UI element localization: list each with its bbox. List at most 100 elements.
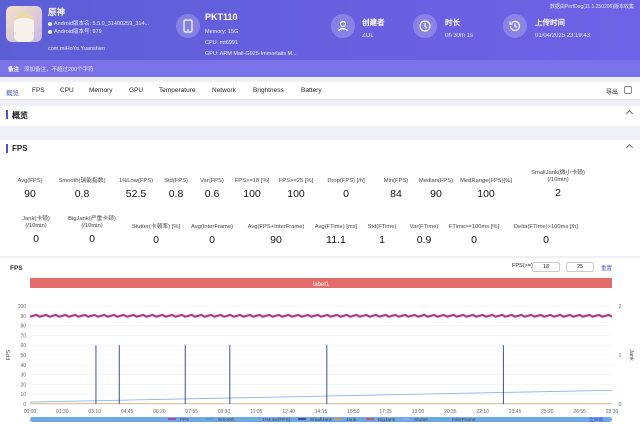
metric-value: 90: [430, 188, 442, 200]
reset-button[interactable]: 重置: [600, 266, 612, 272]
x-tick-label: 22:10: [476, 409, 489, 415]
metric-value: 11.1: [326, 234, 346, 246]
tab-brightness[interactable]: Brightness: [253, 87, 284, 94]
fps-range-to[interactable]: 25: [566, 262, 594, 272]
x-tick-label: 20:35: [444, 409, 457, 415]
tab-overview[interactable]: 概览: [6, 90, 19, 97]
app-version: Android版本名: 5.5.0_31400259_314...: [48, 19, 149, 27]
metric-label: Smooth(瑞能指数): [58, 178, 106, 184]
y-tick-label: 10: [20, 392, 26, 398]
phone-icon: [176, 14, 200, 38]
overview-accent: [6, 110, 8, 119]
tab-memory[interactable]: Memory: [89, 87, 113, 94]
device-title: PKT110: [205, 12, 238, 22]
y-tick-label: 80: [20, 324, 26, 330]
y-tick-label: 100: [18, 304, 27, 310]
app-logo: [6, 6, 42, 42]
label-band: [30, 278, 612, 288]
chevron-up-icon[interactable]: [625, 109, 634, 118]
metric-label: Drop(FPS) [/h]: [327, 178, 365, 184]
metric-label: FTime>=100ms [%]: [448, 224, 500, 230]
x-tick-label: 06:20: [153, 409, 166, 415]
fps-range-label: FPS(>=): [512, 263, 533, 269]
metric-value: 0.8: [168, 188, 184, 200]
clock-icon: [413, 14, 437, 38]
metric-1: BigJank(严重卡顿) (/10min) 0: [52, 216, 132, 245]
y-tick-label: 70: [20, 333, 26, 339]
metric-8: FTime>=100ms [%] 0: [434, 224, 514, 246]
metric-4: Avg(FPS+InterFrame) 90: [236, 224, 316, 246]
x-tick-label: 00:00: [24, 409, 37, 415]
metric-9: Median(FPS) 90: [396, 178, 476, 200]
tab-temperature[interactable]: Temperature: [159, 87, 196, 94]
metric-value: 0: [543, 234, 549, 246]
legend-item: Smooth: [218, 417, 235, 423]
y2-tick-label: 0: [619, 402, 622, 408]
fps-chart-panel: FPS FPS(>=) 18 25 重置 label1 100 90 80 70 60 50…: [0, 258, 640, 424]
y2-axis-label: Jank: [628, 349, 634, 361]
metric-0: Jank(卡顿) (/10min) 0: [0, 216, 76, 245]
metric-11: SmallJank(微小卡顿) (/10min) 2: [518, 170, 598, 199]
x-tick-label: 19:00: [412, 409, 425, 415]
metric-value: 90: [270, 234, 282, 246]
tab-battery[interactable]: Battery: [301, 87, 322, 94]
metric-3: Std(FPS) 0.8: [136, 178, 216, 200]
y-axis-label: FPS: [6, 349, 12, 360]
collector-note: 数据由PerfDog(11.1.250206)版本收集: [549, 4, 634, 10]
fps-accent: [6, 144, 8, 153]
metric-value: 100: [477, 188, 495, 200]
metric-value: 0: [343, 188, 349, 200]
metric-label: BigJank(严重卡顿) (/10min): [68, 216, 116, 229]
legend-item: BigJank: [378, 417, 396, 423]
chevron-up-icon[interactable]: [625, 143, 634, 152]
x-tick-label: 07:55: [185, 409, 198, 415]
tab-network[interactable]: Network: [212, 87, 236, 94]
x-tick-label: 09:30: [218, 409, 231, 415]
legend-item: Jank: [346, 417, 357, 423]
metric-label: FPS>=25 [%]: [278, 178, 314, 184]
metric-value: 0: [209, 234, 215, 246]
x-tick-label: 03:10: [88, 409, 101, 415]
metric-label: Avg(FPS): [17, 178, 43, 184]
y-tick-label: 50: [20, 353, 26, 359]
metric-0: Avg(FPS) 90: [0, 178, 70, 200]
metric-label: SmallJank(微小卡顿) (/10min): [531, 170, 585, 183]
metric-value: 0.9: [416, 234, 432, 246]
metric-label: Jank(卡顿) (/10min): [22, 216, 50, 229]
metric-3: Avg(InterFrame) 0: [172, 224, 252, 246]
y2-tick-label: 1: [619, 353, 622, 359]
upload-label: 上传时间: [535, 18, 565, 27]
fps-range-from[interactable]: 18: [532, 262, 560, 272]
metric-value: 90: [24, 188, 36, 200]
app-name: 原神: [48, 7, 66, 17]
tab-cpu[interactable]: CPU: [60, 87, 74, 94]
metric-2: 1%Low(FPS) 52.5: [96, 178, 176, 200]
x-tick-label: 01:30: [56, 409, 69, 415]
settings-icon[interactable]: [624, 86, 632, 94]
metric-value: 0: [471, 234, 477, 246]
metric-10: MedRange(FPS)[%] 100: [446, 178, 526, 200]
device-memory: Memory: 15G: [205, 29, 239, 35]
metric-label: Avg(FTime) [ms]: [314, 224, 358, 230]
metric-value: 100: [287, 188, 305, 200]
app-package: com.miHoYo.Yuanshen: [48, 46, 105, 52]
creator-label: 创建者: [362, 18, 385, 27]
metric-7: Drop(FPS) [/h] 0: [306, 178, 386, 200]
overview-panel: 概览: [0, 106, 640, 126]
duration-value: 0h 30m 1s: [445, 33, 474, 39]
tab-fps[interactable]: FPS: [32, 87, 45, 94]
fps-panel-title: FPS: [12, 144, 28, 153]
metric-label: Avg(InterFrame): [190, 224, 234, 230]
note-input[interactable]: 添加备注，不超过200个字符: [24, 67, 94, 73]
tab-gpu[interactable]: GPU: [129, 87, 144, 94]
metric-label: Delta(FTime)>100ms [/h]: [513, 224, 579, 230]
history-icon: [503, 14, 527, 38]
upload-value: 01/04/2025 23:19:43: [535, 33, 591, 39]
metric-8: Min(FPS) 84: [356, 178, 436, 200]
x-tick-label: 11:05: [250, 409, 262, 415]
legend-item: Stutter: [414, 417, 429, 423]
y-tick-label: 90: [20, 314, 26, 320]
metric-value: 0.8: [74, 188, 90, 200]
metric-label: Stutter(卡顿率) [%]: [131, 224, 181, 230]
export-button[interactable]: 导出: [605, 90, 618, 96]
